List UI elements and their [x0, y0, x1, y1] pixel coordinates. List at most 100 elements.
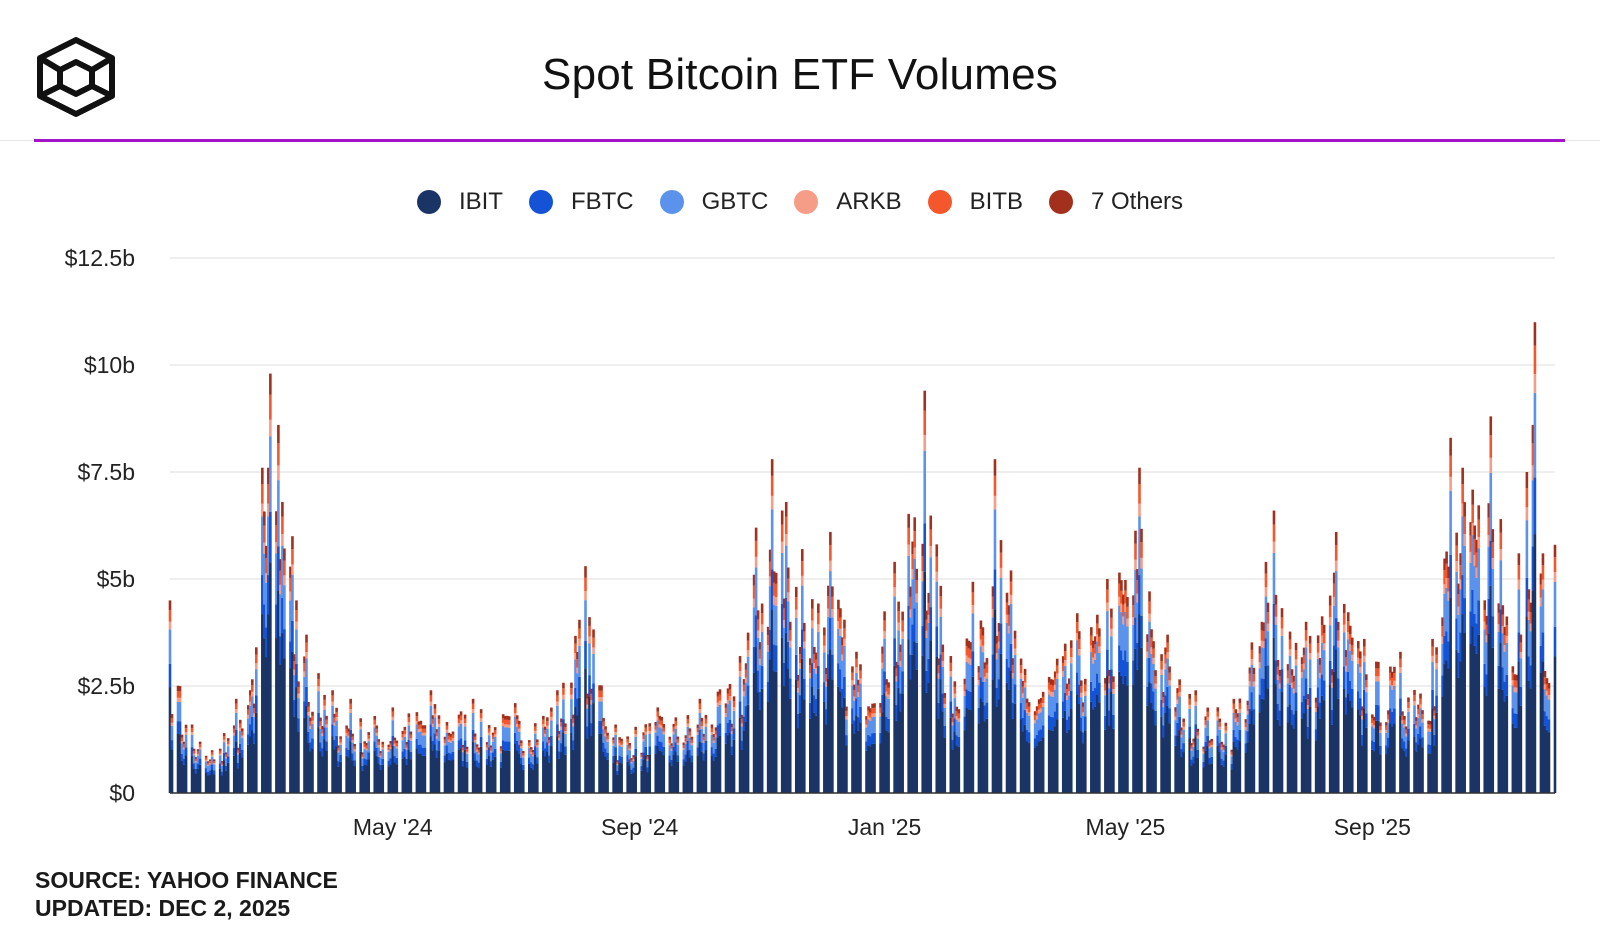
bar-segment: [1092, 663, 1095, 692]
bar-segment: [644, 727, 648, 732]
bar-segment: [981, 635, 985, 646]
bar-segment: [1290, 724, 1294, 793]
bar-segment: [180, 753, 184, 761]
bar-segment: [859, 678, 862, 684]
bar-segment: [379, 751, 383, 754]
bar-segment: [825, 681, 828, 687]
bar-segment: [1047, 682, 1051, 690]
bar-segment: [361, 758, 364, 766]
bar-segment: [730, 754, 734, 793]
bar-segment: [307, 715, 310, 732]
bar-segment: [977, 672, 981, 681]
bar-segment: [347, 757, 350, 793]
bar-segment: [387, 747, 391, 750]
bar-segment: [415, 721, 419, 725]
bar-segment: [1007, 625, 1011, 634]
bar-segment: [349, 698, 352, 704]
bar-segment: [704, 718, 708, 724]
bar-segment: [686, 719, 690, 724]
bar-segment: [449, 753, 453, 761]
bar-segment: [690, 745, 694, 756]
bar-segment: [935, 556, 939, 572]
bar-segment: [176, 697, 180, 702]
bar-segment: [1160, 654, 1163, 662]
bar-segment: [1541, 589, 1545, 633]
legend-item[interactable]: IBIT: [416, 188, 503, 216]
bar-segment: [1447, 641, 1450, 669]
bar-segment: [212, 761, 216, 764]
bar-segment: [437, 715, 441, 720]
bar-segment: [319, 751, 322, 793]
bar-segment: [1487, 535, 1491, 547]
bar-segment: [971, 605, 975, 614]
bar-segment: [766, 635, 770, 646]
legend-item[interactable]: BITB: [927, 188, 1023, 216]
bar-segment: [303, 717, 306, 793]
bar-segment: [1429, 724, 1432, 729]
bar-segment: [869, 720, 872, 737]
bar-segment: [269, 373, 272, 395]
bar-segment: [1244, 743, 1248, 753]
bar-segment: [604, 726, 607, 730]
bar-segment: [1371, 718, 1374, 724]
bar-segment: [1210, 741, 1214, 745]
bar-segment: [1427, 731, 1430, 745]
bar-segment: [1188, 726, 1191, 739]
bar-segment: [999, 540, 1003, 553]
bar-segment: [995, 635, 999, 644]
bar-segment: [1096, 694, 1099, 793]
bar-segment: [1513, 674, 1517, 681]
bar-segment: [337, 750, 340, 753]
bar-segment: [1471, 626, 1475, 793]
bar-segment: [760, 631, 764, 667]
bar-segment: [1389, 708, 1392, 724]
bar-segment: [377, 745, 381, 748]
bar-segment: [845, 719, 848, 736]
bar-segment: [379, 753, 383, 756]
bar-segment: [437, 740, 441, 751]
bar-segment: [305, 705, 308, 793]
bar-segment: [865, 716, 868, 720]
legend-item[interactable]: ARKB: [794, 188, 902, 216]
legend-swatch: [1049, 190, 1073, 214]
bar-segment: [853, 690, 856, 697]
bar-segment: [1387, 747, 1390, 793]
bar-segment: [1302, 647, 1306, 655]
bar-segment: [275, 604, 278, 639]
bar-segment: [491, 759, 495, 793]
bar-segment: [867, 745, 870, 793]
bar-segment: [1543, 684, 1547, 690]
legend-item[interactable]: FBTC: [528, 188, 634, 216]
bar-segment: [1178, 685, 1181, 692]
bar-segment: [365, 759, 369, 766]
bar-segment: [1264, 573, 1268, 588]
legend-swatch: [416, 190, 441, 214]
bar-segment: [907, 544, 910, 556]
bar-segment: [443, 736, 447, 740]
legend-item[interactable]: 7 Others: [1049, 188, 1183, 216]
bar-segment: [1308, 706, 1312, 793]
bar-segment: [1204, 750, 1208, 793]
bar-segment: [1344, 665, 1348, 672]
bar-segment: [564, 723, 567, 727]
bar-segment: [985, 658, 989, 665]
bar-segment: [1547, 719, 1551, 733]
bar-segment: [387, 751, 391, 761]
bar-segment: [170, 740, 174, 750]
bar-segment: [269, 562, 272, 793]
bar-segment: [1387, 710, 1390, 715]
bar-segment: [1132, 684, 1135, 793]
bar-segment: [1079, 697, 1083, 718]
bar-segment: [1220, 758, 1224, 765]
bar-segment: [196, 753, 200, 756]
bar-segment: [1463, 534, 1466, 546]
bar-segment: [1407, 697, 1410, 703]
bar-segment: [289, 641, 292, 669]
legend-item[interactable]: GBTC: [659, 188, 768, 216]
legend-label: 7 Others: [1091, 188, 1184, 215]
bar-segment: [333, 713, 336, 718]
bar-segment: [1234, 746, 1238, 793]
bar-segment: [817, 666, 820, 689]
bar-segment: [1336, 621, 1340, 631]
bar-segment: [1280, 608, 1284, 618]
